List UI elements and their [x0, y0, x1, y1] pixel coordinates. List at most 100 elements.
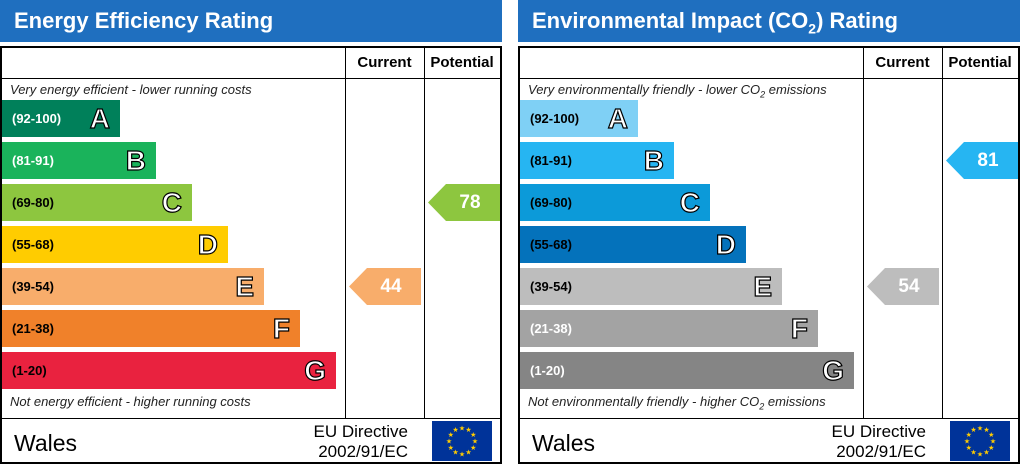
band-letter: F [272, 312, 290, 344]
band-letter: A [89, 102, 110, 134]
rating-band-g: (1-20) G [520, 352, 854, 389]
column-header-current: Current [875, 54, 930, 71]
svg-text:★: ★ [966, 444, 972, 452]
svg-text:★: ★ [983, 449, 989, 457]
row-divider [2, 78, 500, 79]
current-arrow-shape [349, 268, 421, 305]
svg-text:★: ★ [990, 437, 996, 445]
current-arrow-shape [867, 268, 939, 305]
band-letter: G [822, 354, 845, 386]
rating-band-b: (81-91) B [520, 142, 674, 179]
band-range-label: (1-20) [12, 363, 47, 378]
rating-band-e: (39-54) E [2, 268, 264, 305]
rating-band-d: (55-68) D [520, 226, 746, 263]
energy-frame: Current Potential Very energy efficient - … [0, 46, 502, 464]
directive-line-2: 2002/91/EC [318, 442, 408, 461]
energy-eu-directive: EU Directive 2002/91/EC [314, 422, 408, 462]
band-range-label: (55-68) [530, 237, 572, 252]
svg-text:★: ★ [970, 449, 976, 457]
column-header-potential: Potential [948, 54, 1012, 71]
row-divider [520, 418, 1018, 419]
svg-text:★: ★ [459, 450, 465, 458]
row-divider [2, 418, 500, 419]
svg-text:★: ★ [472, 437, 478, 445]
directive-line-2: 2002/91/EC [836, 442, 926, 461]
band-letter: D [715, 228, 736, 260]
column-header-potential: Potential [430, 54, 494, 71]
rating-band-a: (92-100) A [2, 100, 120, 137]
row-divider [520, 78, 1018, 79]
potential-rating-value: 81 [977, 150, 999, 171]
energy-footer-region: Wales [14, 430, 78, 456]
band-letter: C [161, 186, 182, 218]
band-range-label: (92-100) [12, 111, 62, 126]
svg-text:★: ★ [448, 431, 454, 439]
band-letter: B [643, 144, 664, 176]
env-top-caption: Very environmentally friendly - lower CO… [528, 82, 827, 100]
potential-rating-arrow: 81 [946, 142, 1018, 179]
svg-text:★: ★ [448, 444, 454, 452]
band-letter: B [125, 144, 146, 176]
rating-band-f: (21-38) F [520, 310, 818, 347]
rating-band-c: (69-80) C [2, 184, 192, 221]
svg-text:★: ★ [452, 426, 458, 434]
svg-text:★: ★ [465, 449, 471, 457]
potential-rating-value: 78 [459, 192, 481, 213]
svg-text:★: ★ [966, 431, 972, 439]
column-divider [942, 48, 943, 418]
svg-text:★: ★ [465, 426, 471, 434]
band-range-label: (39-54) [530, 279, 572, 294]
band-letter: F [790, 312, 808, 344]
svg-text:★: ★ [470, 444, 476, 452]
rating-band-b: (81-91) B [2, 142, 156, 179]
svg-text:★: ★ [459, 424, 465, 432]
potential-arrow-shape [946, 142, 1018, 179]
column-header-current: Current [357, 54, 412, 71]
energy-title: Energy Efficiency Rating [0, 0, 502, 42]
column-divider [345, 48, 346, 418]
env-footer-region: Wales [532, 430, 596, 456]
svg-text:★: ★ [470, 431, 476, 439]
column-divider [424, 48, 425, 418]
eu-flag-icon: ★ ★★★★★★★★★★★ [432, 421, 492, 461]
band-letter: C [679, 186, 700, 218]
svg-text:★: ★ [983, 426, 989, 434]
svg-text:★: ★ [988, 431, 994, 439]
band-letter: A [607, 102, 628, 134]
band-range-label: (92-100) [530, 111, 580, 126]
rating-band-f: (21-38) F [2, 310, 300, 347]
current-rating-value: 54 [898, 276, 920, 297]
current-rating-value: 44 [380, 276, 402, 297]
rating-band-e: (39-54) E [520, 268, 782, 305]
current-rating-arrow: 54 [867, 268, 939, 305]
band-range-label: (55-68) [12, 237, 54, 252]
current-rating-arrow: 44 [349, 268, 421, 305]
band-letter: E [753, 270, 773, 302]
rating-band-a: (92-100) A [520, 100, 638, 137]
svg-text:★: ★ [446, 437, 452, 445]
svg-text:★: ★ [452, 449, 458, 457]
svg-text:★: ★ [977, 450, 983, 458]
energy-top-caption: Very energy efficient - lower running co… [10, 82, 252, 97]
column-divider [863, 48, 864, 418]
env-frame: Current Potential Very environmentally fri… [518, 46, 1020, 464]
band-letter: D [197, 228, 218, 260]
eu-flag-icon: ★ ★★★★★★★★★★★ [950, 421, 1010, 461]
band-letter: E [235, 270, 255, 302]
environmental-impact-panel: Environmental Impact (CO2) Rating Current… [518, 0, 1020, 464]
band-range-label: (1-20) [530, 363, 565, 378]
band-range-label: (81-91) [12, 153, 54, 168]
env-eu-directive: EU Directive 2002/91/EC [832, 422, 926, 462]
band-range-label: (21-38) [530, 321, 572, 336]
rating-band-c: (69-80) C [520, 184, 710, 221]
band-letter: G [304, 354, 327, 386]
band-range-label: (39-54) [12, 279, 54, 294]
svg-text:★: ★ [970, 426, 976, 434]
band-range-label: (81-91) [530, 153, 572, 168]
potential-arrow-shape [428, 184, 500, 221]
env-bottom-caption: Not environmentally friendly - higher CO… [528, 394, 826, 412]
energy-bottom-caption: Not energy efficient - higher running co… [10, 394, 251, 409]
potential-rating-arrow: 78 [428, 184, 500, 221]
band-range-label: (69-80) [530, 195, 572, 210]
svg-text:★: ★ [964, 437, 970, 445]
